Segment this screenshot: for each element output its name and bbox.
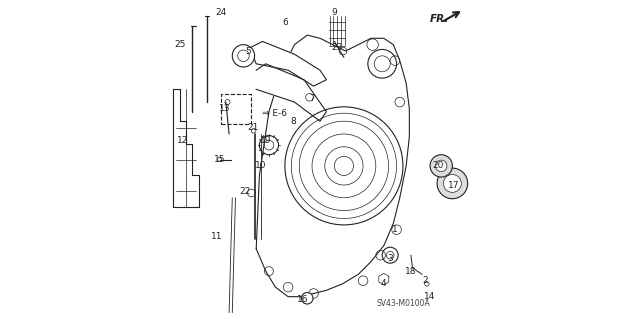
Text: 5: 5 [245,47,251,56]
Text: 2: 2 [422,276,428,285]
Text: 15: 15 [214,155,225,164]
Text: 13: 13 [218,104,230,113]
Text: ⇒ E-6: ⇒ E-6 [262,109,287,118]
Text: 3: 3 [387,254,393,263]
Text: 1: 1 [392,225,398,234]
Circle shape [232,45,255,67]
Text: 23: 23 [332,43,343,52]
Text: 4: 4 [381,279,387,288]
Text: 16: 16 [297,295,308,304]
Polygon shape [250,41,326,86]
Circle shape [301,293,313,304]
Polygon shape [379,273,388,285]
Circle shape [435,160,447,172]
Polygon shape [256,35,410,297]
Text: SV43-M0100A: SV43-M0100A [376,299,430,308]
Text: 6: 6 [282,18,288,27]
Text: 12: 12 [177,136,189,145]
Text: 19: 19 [260,136,271,145]
Text: 17: 17 [448,181,460,189]
Text: 11: 11 [211,232,222,241]
Polygon shape [256,64,326,121]
Circle shape [437,168,468,199]
Polygon shape [173,89,199,207]
Circle shape [444,174,461,192]
Text: 18: 18 [405,267,417,276]
Text: 8: 8 [290,117,296,126]
Text: 7: 7 [309,94,315,103]
Text: 9: 9 [332,8,337,17]
Text: 21: 21 [247,123,259,132]
Text: 24: 24 [216,8,227,17]
Text: 14: 14 [424,292,436,301]
Circle shape [430,155,452,177]
Text: 20: 20 [433,161,444,170]
Text: FR.: FR. [430,14,449,24]
Text: 25: 25 [174,40,186,49]
Text: 22: 22 [239,187,251,196]
Text: 10: 10 [255,161,267,170]
